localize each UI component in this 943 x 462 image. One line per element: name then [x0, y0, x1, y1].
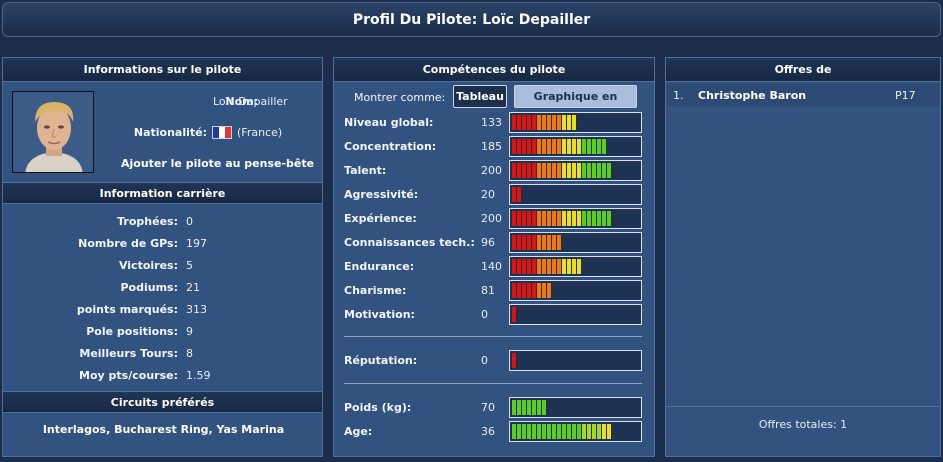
skill-value: 200: [481, 212, 502, 225]
skill-label: Concentration:: [344, 140, 437, 153]
skill-bar: [509, 421, 642, 442]
skill-label: Expérience:: [344, 212, 417, 225]
career-stat-value: 5: [186, 259, 193, 272]
radar-view-button[interactable]: Graphique en radar: [514, 85, 637, 124]
career-stat-row: Meilleurs Tours: 8: [3, 347, 324, 369]
offer-number: 1.: [673, 89, 684, 102]
skill-value: 36: [481, 425, 495, 438]
skills-header: Compétences du pilote: [334, 58, 654, 82]
skill-label: Agressivité:: [344, 188, 419, 201]
skill-value: 200: [481, 164, 502, 177]
skill-row: Connaissances tech.: 96: [334, 230, 656, 254]
driver-info-panel: Informations sur le pilote Nom: Loïc Dep…: [2, 57, 323, 457]
career-stat-row: Podiums: 21: [3, 281, 324, 303]
career-stat-row: Moy pts/course: 1.59: [3, 369, 324, 391]
skill-bar: [509, 280, 642, 301]
skill-bar: [509, 160, 642, 181]
career-stat-value: 8: [186, 347, 193, 360]
skill-bar: [509, 136, 642, 157]
skill-row: Niveau global: 133: [334, 110, 656, 134]
nationality-value: (France): [237, 126, 283, 139]
france-flag-icon: [212, 126, 232, 139]
career-stat-value: 0: [186, 215, 193, 228]
career-stat-label: Victoires:: [118, 259, 178, 272]
skill-value: 20: [481, 188, 495, 201]
career-stat-label: Meilleurs Tours:: [79, 347, 178, 360]
skill-row: Concentration: 185: [334, 134, 656, 158]
skill-label: Endurance:: [344, 260, 415, 273]
career-stat-value: 9: [186, 325, 193, 338]
nationality-label: Nationalité:: [133, 126, 207, 139]
favorite-circuits: Interlagos, Bucharest Ring, Yas Marina: [42, 423, 285, 436]
name-label: Nom:: [225, 95, 258, 108]
skill-value: 133: [481, 116, 502, 129]
skill-label: Age:: [344, 425, 373, 438]
physical-divider: [344, 383, 642, 384]
skill-value: 185: [481, 140, 502, 153]
skill-value: 0: [481, 308, 488, 321]
career-stat-row: points marqués: 313: [3, 303, 324, 325]
table-view-button[interactable]: Tableau: [453, 85, 507, 108]
skill-label: Motivation:: [344, 308, 415, 321]
offer-team: P17: [895, 89, 916, 102]
skill-value: 81: [481, 284, 495, 297]
career-stat-label: Nombre de GPs:: [78, 237, 178, 250]
career-stat-value: 197: [186, 237, 207, 250]
skills-panel: Compétences du pilote Montrer comme: Tab…: [333, 57, 655, 457]
skill-value: 70: [481, 401, 495, 414]
skill-row: Motivation: 0: [334, 302, 656, 326]
offers-panel: Offres de 1. Christophe Baron P17 Offres t…: [665, 57, 941, 457]
skill-row: Endurance: 140: [334, 254, 656, 278]
skill-label: Niveau global:: [344, 116, 434, 129]
skill-label: Réputation:: [344, 354, 418, 367]
career-stat-label: Moy pts/course:: [79, 369, 178, 382]
skill-row: Agressivité: 20: [334, 182, 656, 206]
driver-portrait: [12, 91, 94, 173]
career-header: Information carrière: [3, 182, 322, 204]
skill-row: Talent: 200: [334, 158, 656, 182]
career-stat-label: Trophées:: [117, 215, 178, 228]
offer-manager-link[interactable]: Christophe Baron: [698, 89, 807, 102]
skill-label: Talent:: [344, 164, 387, 177]
career-stat-row: Pole positions: 9: [3, 325, 324, 347]
career-stat-value: 21: [186, 281, 200, 294]
add-to-watchlist-link[interactable]: Ajouter le pilote au pense-bête: [121, 157, 315, 170]
skill-label: Charisme:: [344, 284, 407, 297]
offer-row: 1. Christophe Baron P17: [667, 84, 939, 106]
skill-bar: [509, 184, 642, 205]
skill-bar: [509, 304, 642, 325]
circuits-header: Circuits préférés: [3, 391, 322, 413]
skill-value: 0: [481, 354, 488, 367]
skill-value: 140: [481, 260, 502, 273]
career-stat-row: Victoires: 5: [3, 259, 324, 281]
skill-row: Poids (kg): 70: [334, 395, 656, 419]
offers-header: Offres de: [666, 58, 940, 82]
skill-label: Poids (kg):: [344, 401, 412, 414]
skill-bar: [509, 256, 642, 277]
skill-row: Réputation: 0: [334, 348, 656, 372]
career-stat-label: Podiums:: [120, 281, 178, 294]
driver-info-header: Informations sur le pilote: [3, 58, 322, 82]
skill-bar: [509, 350, 642, 371]
career-stat-label: Pole positions:: [86, 325, 178, 338]
name-value: Loïc Depailler: [213, 95, 288, 108]
skill-row: Charisme: 81: [334, 278, 656, 302]
skill-row: Expérience: 200: [334, 206, 656, 230]
career-stat-row: Nombre de GPs: 197: [3, 237, 324, 259]
skill-bar: [509, 208, 642, 229]
career-stat-label: points marqués:: [76, 303, 178, 316]
skill-label: Connaissances tech.:: [344, 236, 475, 249]
career-stat-row: Trophées: 0: [3, 215, 324, 237]
career-stat-value: 1.59: [186, 369, 211, 382]
skill-row: Age: 36: [334, 419, 656, 443]
skill-bar: [509, 232, 642, 253]
skill-bar: [509, 397, 642, 418]
skills-divider: [344, 336, 642, 337]
show-as-label: Montrer comme:: [354, 91, 446, 104]
skill-bar: [509, 112, 642, 133]
skill-value: 96: [481, 236, 495, 249]
offers-total: Offres totales: 1: [666, 406, 940, 458]
page-title: Profil Du Pilote: Loïc Depailler: [2, 2, 941, 37]
career-stat-value: 313: [186, 303, 207, 316]
